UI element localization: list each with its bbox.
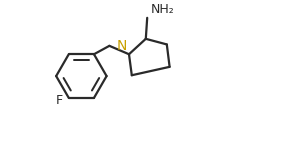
Text: NH₂: NH₂ [150, 3, 174, 16]
Text: N: N [116, 39, 127, 53]
Text: F: F [55, 94, 63, 107]
